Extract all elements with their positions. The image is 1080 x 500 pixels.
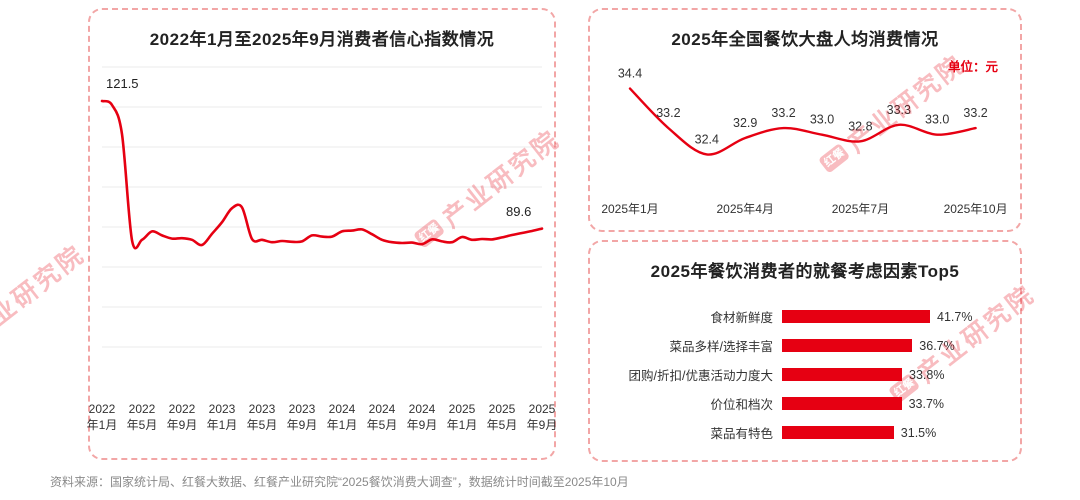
bar-row: 食材新鲜度 41.7% (608, 302, 1010, 331)
x-tick-label: 2022 年5月 (126, 402, 158, 432)
per-capita-line-chart: 34.4 33.2 32.4 32.9 33.2 33.0 32.8 33.3 33.0 33.2 (618, 67, 988, 156)
x-axis-ticks-consumer-confidence: 2022 年1月 2022 年5月 2022 年9月 2023 年1月 2023 年5月 2023 年… (87, 402, 558, 438)
bar-row: 菜品多样/选择丰富 36.7% (608, 331, 1010, 360)
x-axis-ticks-per-capita: 2025年1月 2025年4月 2025年7月 2025年10月 (590, 200, 1020, 218)
panel-per-capita-spending: 2025年全国餐饮大盘人均消费情况 单位：元 34.4 33.2 32.4 32.9 3… (588, 8, 1022, 232)
point-value-label: 33.2 (656, 106, 680, 120)
x-tick-label: 2024 年9月 (406, 402, 438, 432)
consumer-confidence-line-chart (100, 66, 544, 348)
source-note: 资料来源：国家统计局、红餐大数据、红餐产业研究院“2025餐饮消费大调查”，数据… (50, 475, 629, 489)
bar-category-label: 菜品多样/选择丰富 (669, 340, 773, 354)
x-tick-label: 2023 年9月 (286, 402, 318, 432)
panel-top5-factors: 2025年餐饮消费者的就餐考虑因素Top5 食材新鲜度 41.7% 菜品多样/选择丰… (588, 240, 1022, 462)
top5-bar-chart: 食材新鲜度 41.7% 菜品多样/选择丰富 36.7% 团购/折扣/优惠活动力度大 33.… (608, 302, 1010, 447)
point-value-label: 32.9 (733, 116, 757, 130)
panel-consumer-confidence-index: 2022年1月至2025年9月消费者信心指数情况 121.5 89.6 2022… (87, 8, 558, 460)
x-tick-label: 2025年10月 (943, 202, 1008, 216)
first-value-label: 121.5 (106, 76, 139, 91)
chart-title-per-capita: 2025年全国餐饮大盘人均消费情况 (671, 30, 939, 49)
watermark: 红餐 产业研究院 (0, 235, 92, 371)
last-value-label: 89.6 (506, 204, 532, 219)
x-tick-label: 2023 年5月 (246, 402, 278, 432)
bar-value-label: 31.5% (900, 425, 937, 440)
bar-row: 团购/折扣/优惠活动力度大 33.8% (608, 360, 1010, 389)
bar-category-label: 食材新鲜度 (710, 311, 773, 325)
point-value-label: 32.4 (695, 132, 719, 146)
x-tick-label: 2025 年5月 (486, 402, 518, 432)
bar (782, 397, 902, 410)
x-tick-label: 2022 年1月 (86, 402, 118, 432)
bar-category-label: 团购/折扣/优惠活动力度大 (628, 369, 773, 383)
point-value-label: 33.2 (771, 106, 795, 120)
bar-value-label: 41.7% (937, 309, 973, 324)
bar (782, 310, 930, 323)
cci-line-series (100, 99, 544, 250)
bar-category-label: 价位和档次 (710, 398, 773, 412)
bar-value-label: 36.7% (919, 338, 955, 353)
point-value-label: 33.3 (887, 103, 911, 117)
bar-value-label: 33.8% (909, 367, 945, 382)
unit-label: 单位：元 (947, 60, 998, 74)
point-value-label: 33.2 (963, 106, 987, 120)
point-value-label: 32.8 (848, 119, 872, 133)
x-tick-label: 2025年4月 (716, 202, 774, 216)
bar (782, 339, 913, 352)
chart-title-consumer-confidence: 2022年1月至2025年9月消费者信心指数情况 (149, 30, 495, 49)
x-tick-label: 2022 年9月 (166, 402, 198, 432)
x-tick-label: 2025 年9月 (526, 402, 558, 432)
bar-row: 菜品有特色 31.5% (608, 418, 1010, 447)
bar-category-label: 菜品有特色 (710, 427, 773, 441)
bar (782, 426, 894, 439)
bar-value-label: 33.7% (908, 396, 945, 411)
chart-title-top5: 2025年餐饮消费者的就餐考虑因素Top5 (650, 262, 960, 281)
x-tick-label: 2023 年1月 (206, 402, 238, 432)
point-value-label: 34.4 (618, 67, 642, 81)
x-tick-label: 2024 年1月 (326, 402, 358, 432)
point-value-label: 33.0 (925, 113, 949, 127)
point-value-label: 33.0 (810, 113, 834, 127)
x-tick-label: 2025年1月 (601, 202, 659, 216)
bar-row: 价位和档次 33.7% (608, 389, 1010, 418)
x-tick-label: 2024 年5月 (366, 402, 398, 432)
per-capita-line-series (628, 87, 977, 156)
x-tick-label: 2025年7月 (831, 202, 890, 216)
watermark-text: 产业研究院 (0, 239, 91, 349)
bar (782, 368, 902, 381)
